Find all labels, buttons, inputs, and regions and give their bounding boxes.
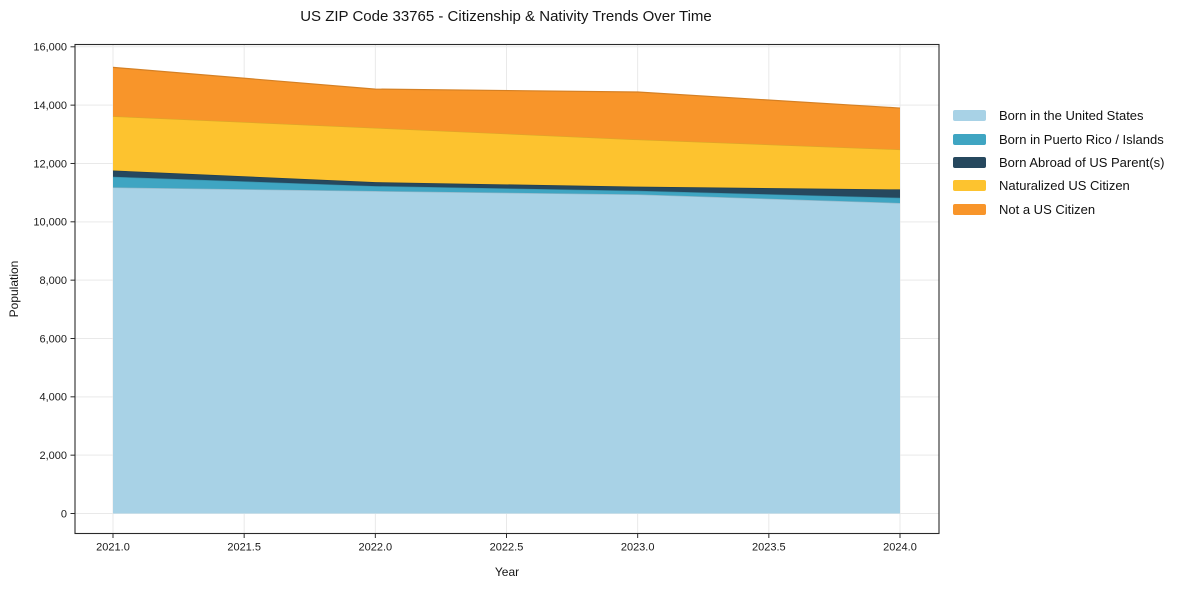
- area-born-in-the-united-states: [113, 187, 900, 514]
- legend-swatch-icon: [953, 133, 986, 145]
- area-born-abroad-of-us-parent-s: [113, 170, 900, 198]
- legend-item-born-abroad-of-us-parent-s: Born Abroad of US Parent(s): [953, 151, 1164, 174]
- area-edge-not-a-us-citizen: [112, 66, 901, 109]
- y-tick-label-12-000: 12,000: [33, 158, 67, 170]
- y-tick-label-2-000: 2,000: [39, 450, 67, 462]
- legend-label: Not a US Citizen: [999, 201, 1096, 217]
- legend-swatch-icon: [953, 110, 986, 122]
- x-tick-label-2021-5: 2021.5: [227, 542, 261, 554]
- y-tick-label-0: 0: [61, 508, 67, 520]
- legend-label: Born in the United States: [999, 108, 1144, 124]
- y-tick-label-8-000: 8,000: [39, 275, 67, 287]
- legend-swatch-icon: [953, 203, 986, 215]
- legend-item-born-in-the-united-states: Born in the United States: [953, 104, 1164, 127]
- x-tick-label-2022-5: 2022.5: [490, 542, 524, 554]
- area-born-in-puerto-rico-islands: [113, 176, 900, 203]
- legend-swatch-icon: [953, 180, 986, 192]
- legend-label: Born in Puerto Rico / Islands: [999, 131, 1164, 147]
- y-tick-label-10-000: 10,000: [33, 217, 67, 229]
- legend-swatch-icon: [953, 156, 986, 168]
- legend-item-born-in-puerto-rico-islands: Born in Puerto Rico / Islands: [953, 127, 1164, 150]
- x-tick-label-2022-0: 2022.0: [359, 542, 393, 554]
- legend-label: Naturalized US Citizen: [999, 178, 1130, 194]
- legend: Born in the United States Born in Puerto …: [953, 104, 1164, 221]
- legend-item-naturalized-us-citizen: Naturalized US Citizen: [953, 174, 1164, 197]
- y-tick-label-6-000: 6,000: [39, 333, 67, 345]
- x-axis-label: Year: [494, 565, 520, 579]
- x-tick-label-2023-5: 2023.5: [752, 542, 786, 554]
- area-not-a-us-citizen: [113, 67, 900, 150]
- legend-label: Born Abroad of US Parent(s): [999, 154, 1165, 170]
- y-tick-label-16-000: 16,000: [33, 42, 67, 54]
- chart-title: US ZIP Code 33765 - Citizenship & Nativi…: [300, 8, 712, 25]
- x-tick-label-2023-0: 2023.0: [621, 542, 655, 554]
- legend-item-not-a-us-citizen: Not a US Citizen: [953, 198, 1164, 221]
- x-tick-label-2021-0: 2021.0: [96, 542, 130, 554]
- y-tick-label-4-000: 4,000: [39, 392, 67, 404]
- x-tick-label-2024-0: 2024.0: [883, 542, 917, 554]
- area-naturalized-us-citizen: [113, 116, 900, 190]
- y-axis-label: Population: [7, 260, 21, 318]
- y-tick-label-14-000: 14,000: [33, 100, 67, 112]
